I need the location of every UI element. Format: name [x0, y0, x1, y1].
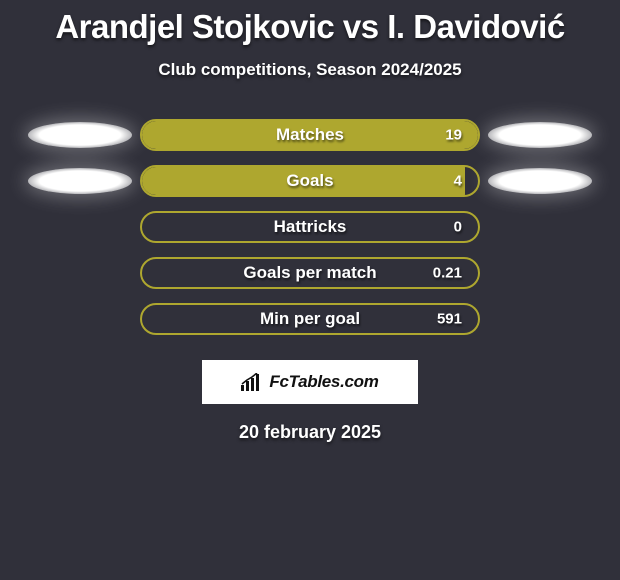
- page-title: Arandjel Stojkovic vs I. Davidović: [0, 0, 620, 46]
- left-halo-slot: [20, 112, 140, 158]
- stat-label: Hattricks: [274, 217, 347, 237]
- stat-value: 591: [437, 311, 462, 328]
- stat-value: 0.21: [433, 265, 462, 282]
- stat-bar: Min per goal 591: [140, 303, 480, 335]
- stat-value: 19: [445, 127, 462, 144]
- stat-row: Goals 4: [0, 158, 620, 204]
- right-halo-slot: [480, 250, 600, 296]
- halo-ellipse: [28, 168, 132, 194]
- stat-label: Matches: [276, 125, 344, 145]
- halo-ellipse: [488, 168, 592, 194]
- brand-box: FcTables.com: [202, 360, 418, 404]
- right-halo-slot: [480, 112, 600, 158]
- stat-label: Min per goal: [260, 309, 360, 329]
- stat-row: Matches 19: [0, 112, 620, 158]
- halo-ellipse: [28, 122, 132, 148]
- stats-container: Matches 19 Goals 4 Hattricks 0 Goals per match…: [0, 112, 620, 342]
- date-label: 20 february 2025: [0, 422, 620, 443]
- left-halo-slot: [20, 158, 140, 204]
- stat-bar: Matches 19: [140, 119, 480, 151]
- left-halo-slot: [20, 204, 140, 250]
- stat-row: Goals per match 0.21: [0, 250, 620, 296]
- left-halo-slot: [20, 250, 140, 296]
- right-halo-slot: [480, 158, 600, 204]
- stat-bar: Goals per match 0.21: [140, 257, 480, 289]
- stat-label: Goals: [286, 171, 333, 191]
- brand-text: FcTables.com: [269, 372, 378, 392]
- stat-bar: Goals 4: [140, 165, 480, 197]
- stat-value: 4: [454, 173, 462, 190]
- halo-ellipse: [488, 122, 592, 148]
- stat-label: Goals per match: [243, 263, 376, 283]
- right-halo-slot: [480, 204, 600, 250]
- brand-chart-icon: [241, 373, 263, 391]
- right-halo-slot: [480, 296, 600, 342]
- page-subtitle: Club competitions, Season 2024/2025: [0, 60, 620, 80]
- left-halo-slot: [20, 296, 140, 342]
- stat-row: Hattricks 0: [0, 204, 620, 250]
- stat-value: 0: [454, 219, 462, 236]
- stat-bar: Hattricks 0: [140, 211, 480, 243]
- stat-row: Min per goal 591: [0, 296, 620, 342]
